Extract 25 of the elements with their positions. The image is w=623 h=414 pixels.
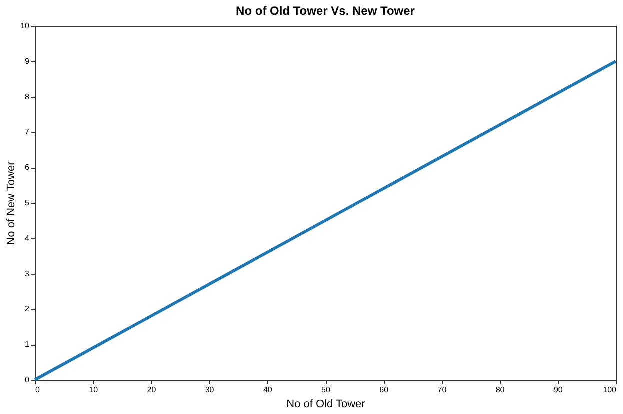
x-tick-label: 10 [89, 386, 99, 394]
x-tick-label: 0 [36, 386, 40, 394]
y-axis-title: No of New Tower [6, 161, 18, 246]
y-tick-label: 5 [25, 198, 30, 208]
y-tick-label: 1 [25, 340, 30, 350]
x-tick-label: 20 [147, 386, 157, 394]
x-tick-label: 40 [263, 386, 273, 394]
x-axis-title: No of Old Tower [286, 398, 366, 410]
y-tick-label: 2 [25, 304, 30, 314]
y-tick-label: 7 [25, 128, 30, 137]
y-tick-label: 3 [25, 269, 30, 278]
y-tick-label: 10 [20, 22, 30, 30]
y-tick-label: 6 [25, 163, 30, 172]
y-tick-label: 8 [25, 92, 30, 102]
x-tick-label: 70 [438, 386, 448, 394]
x-tick-label: 30 [205, 386, 215, 394]
chart-title: No of Old Tower Vs. New Tower [236, 4, 416, 18]
y-tick-label: 9 [25, 56, 30, 66]
x-tick-label: 90 [554, 386, 564, 394]
x-tick-label: 60 [380, 386, 390, 394]
x-tick-label: 50 [322, 386, 331, 394]
y-tick-label: 4 [25, 234, 30, 243]
y-tick-label: 0 [25, 376, 30, 384]
x-tick-label: 100 [603, 386, 618, 394]
x-tick-label: 80 [496, 386, 506, 394]
